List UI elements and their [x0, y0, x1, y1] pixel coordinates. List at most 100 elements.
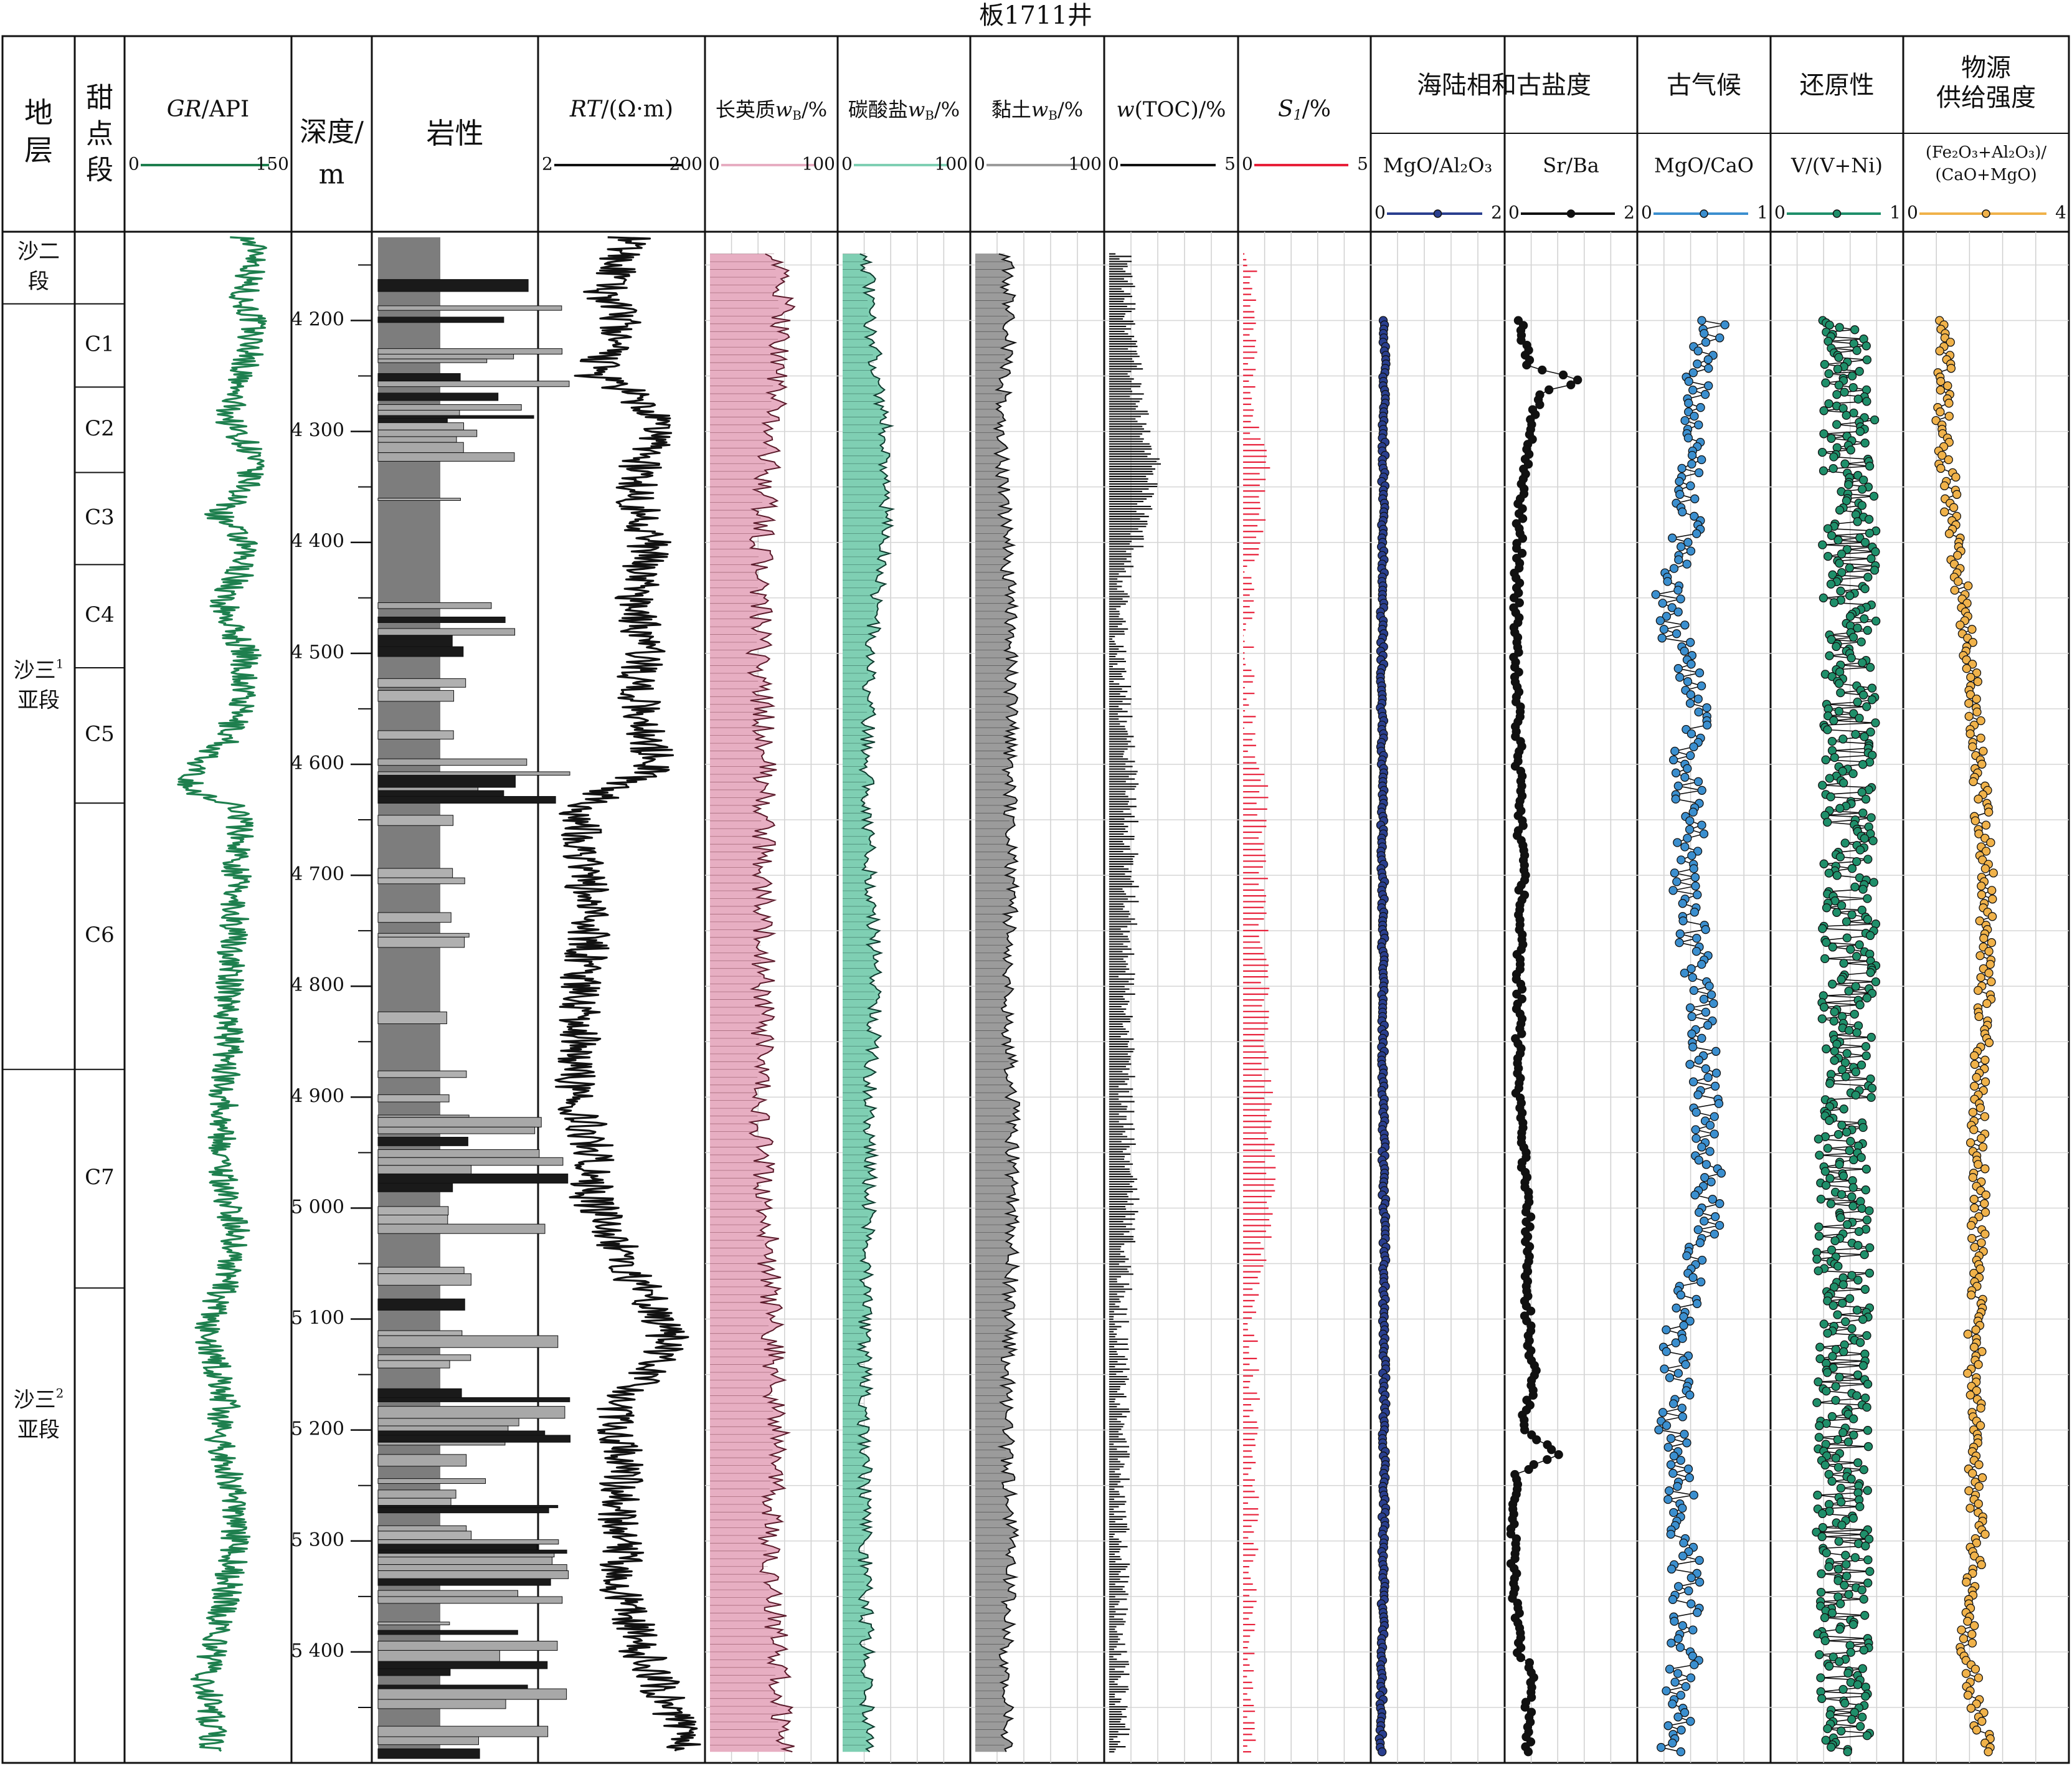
data-point-v_vni — [1855, 713, 1864, 723]
data-point-v_vni — [1844, 480, 1853, 490]
data-point-fe_al — [1977, 1717, 1987, 1726]
data-point-mgo_cao — [1675, 929, 1685, 939]
data-point-fe_al — [1972, 1073, 1981, 1082]
data-point-fe_al — [1984, 968, 1994, 978]
lithology-layer — [377, 1688, 567, 1700]
data-point-v_vni — [1849, 709, 1858, 718]
data-point-mgo_cao — [1706, 990, 1716, 1000]
data-point-mgo_cao — [1671, 768, 1681, 777]
lithology-layer — [377, 1489, 457, 1499]
data-point-v_vni — [1820, 1613, 1830, 1623]
data-point-fe_al — [1963, 1691, 1973, 1700]
data-point-v_vni — [1860, 439, 1870, 448]
lithology-layer — [377, 1425, 509, 1431]
lithology-layer — [377, 1330, 463, 1336]
data-point-sr_ba — [1516, 336, 1526, 345]
data-point-v_vni — [1820, 1636, 1830, 1646]
data-point-v_vni — [1852, 1391, 1861, 1400]
data-point-fe_al — [1936, 463, 1946, 473]
data-point-mgo_cao — [1682, 1251, 1691, 1261]
data-point-v_vni — [1822, 817, 1832, 827]
data-point-v_vni — [1819, 1002, 1829, 1012]
data-point-mgo_cao — [1654, 1425, 1663, 1435]
data-point-mgo_cao — [1704, 381, 1713, 391]
depth-tick-label: 4 200 — [291, 308, 344, 330]
data-point-v_vni — [1847, 1474, 1856, 1484]
lithology-layer — [377, 1117, 542, 1127]
data-point-v_vni — [1859, 1595, 1868, 1604]
data-point-v_vni — [1825, 651, 1834, 660]
data-point-v_vni — [1834, 706, 1843, 716]
data-point-mgo_cao — [1676, 1456, 1685, 1465]
lithology-layer — [377, 1215, 448, 1225]
data-point-v_vni — [1847, 1324, 1857, 1334]
data-point-v_vni — [1847, 910, 1857, 919]
data-point-v_vni — [1824, 369, 1833, 379]
data-point-v_vni — [1843, 1437, 1853, 1446]
lithology-layer — [377, 452, 515, 462]
data-point-v_vni — [1848, 769, 1858, 779]
data-point-v_vni — [1845, 1294, 1855, 1303]
data-point-v_vni — [1852, 1028, 1861, 1037]
data-point-mgo_cao — [1669, 1451, 1679, 1461]
lithology-layer — [377, 868, 453, 878]
strata-label: 沙三1 — [14, 656, 64, 683]
data-point-mgo_cao — [1680, 647, 1689, 656]
lithology-layer — [377, 1430, 546, 1436]
data-point-sr_ba — [1528, 1390, 1538, 1400]
lithology-layer — [377, 1360, 450, 1369]
data-point-v_vni — [1838, 1684, 1848, 1694]
data-point-fe_al — [1968, 638, 1977, 647]
data-point-v_vni — [1819, 593, 1828, 603]
data-point-v_vni — [1868, 836, 1878, 845]
data-point-fe_al — [1985, 959, 1995, 969]
data-point-mgo_cao — [1663, 1443, 1673, 1452]
data-point-fe_al — [1975, 951, 1985, 961]
data-point-v_vni — [1855, 427, 1865, 436]
data-point-v_vni — [1848, 1183, 1858, 1192]
data-point-v_vni — [1865, 663, 1875, 672]
scale-min-sr_ba: 0 — [1508, 202, 1520, 223]
group-header: 还原性 — [1800, 71, 1875, 100]
data-point-v_vni — [1824, 1661, 1834, 1671]
lithology-layer — [377, 1173, 569, 1184]
data-point-mgo_cao — [1706, 1177, 1716, 1187]
data-point-fe_al — [1951, 472, 1961, 482]
data-point-v_vni — [1818, 540, 1827, 549]
data-point-mgo_cao — [1675, 1643, 1685, 1652]
data-point-fe_al — [1972, 1386, 1981, 1395]
data-point-v_vni — [1869, 491, 1879, 501]
data-point-v_vni — [1867, 1083, 1877, 1093]
data-point-mgo_cao — [1688, 972, 1697, 982]
data-point-fe_al — [1977, 1134, 1986, 1143]
scale-min-mgo_cao: 0 — [1641, 202, 1652, 223]
data-point-fe_al — [1975, 916, 1984, 926]
strata-label: 亚段 — [17, 688, 60, 713]
data-point-v_vni — [1866, 968, 1875, 977]
data-point-v_vni — [1842, 1049, 1852, 1058]
data-point-v_vni — [1864, 515, 1874, 524]
data-point-sr_ba — [1520, 1702, 1530, 1712]
data-point-v_vni — [1849, 1155, 1858, 1165]
data-point-fe_al — [1966, 1503, 1975, 1513]
data-point-v_vni — [1852, 952, 1861, 961]
depth-tick-label: 4 700 — [291, 863, 344, 885]
data-point-v_vni — [1857, 485, 1867, 494]
data-point-fe_al — [1970, 816, 1980, 825]
data-point-mgo_cao — [1667, 1564, 1677, 1574]
lithology-layer — [377, 1553, 555, 1558]
track-label-felsic: 长英质wB/% — [716, 98, 827, 123]
data-point-v_vni — [1859, 1645, 1868, 1655]
data-point-fe_al — [1974, 1673, 1984, 1683]
lithology-layer — [377, 1684, 528, 1689]
data-point-sr_ba — [1518, 534, 1528, 543]
lithology-layer — [377, 1590, 519, 1597]
data-point-v_vni — [1862, 1331, 1871, 1341]
data-point-mgo_cao — [1683, 764, 1692, 773]
sweet-label: C6 — [85, 923, 115, 947]
data-point-fe_al — [1966, 1390, 1975, 1400]
scale-max-v_vni: 1 — [1890, 202, 1901, 223]
data-point-fe_al — [1980, 1077, 1990, 1086]
data-point-v_vni — [1839, 1104, 1848, 1114]
